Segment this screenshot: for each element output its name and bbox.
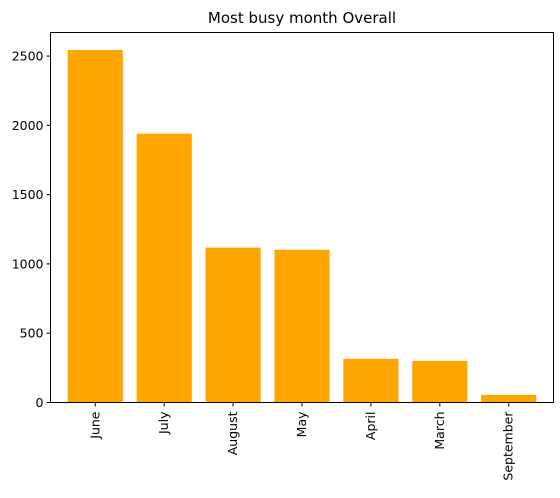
bar-april: [343, 358, 399, 403]
x-tick-label: September: [501, 411, 516, 481]
x-tick-label: July: [156, 411, 171, 435]
y-tick-label: 0: [36, 395, 44, 410]
bar-march: [412, 360, 468, 403]
plot-frame: [50, 32, 554, 403]
x-axis-ticks: June July August May April March September: [87, 402, 516, 481]
chart-title: Most busy month Overall: [208, 9, 396, 27]
y-tick-label: 1000: [12, 256, 44, 271]
x-tick-label: June: [87, 411, 102, 440]
y-tick-label: 2500: [12, 49, 44, 64]
bar-june: [67, 49, 123, 403]
bars-group: [67, 49, 537, 403]
x-tick-label: August: [225, 411, 240, 455]
x-tick-label: April: [363, 412, 378, 441]
x-tick-label: March: [432, 412, 447, 450]
y-tick-label: 2000: [12, 118, 44, 133]
y-tick-label: 1500: [12, 187, 44, 202]
bar-august: [205, 247, 261, 403]
bar-may: [274, 249, 330, 403]
bar-july: [136, 133, 192, 403]
y-tick-label: 500: [20, 326, 44, 341]
x-tick-label: May: [294, 411, 309, 437]
bar-september: [481, 394, 537, 403]
y-axis-ticks: 0 500 1000 1500 2000 2500: [12, 49, 51, 410]
